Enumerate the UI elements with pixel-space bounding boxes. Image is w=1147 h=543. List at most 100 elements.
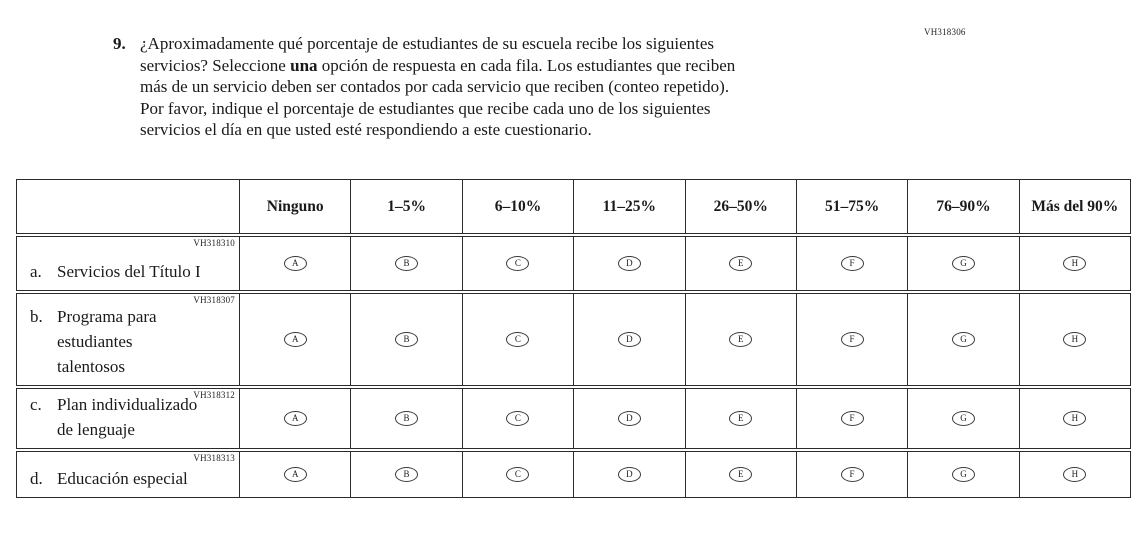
option-cell: E: [684, 237, 796, 290]
option-cell: B: [350, 237, 461, 290]
radio-option[interactable]: D: [617, 411, 641, 426]
radio-option[interactable]: H: [1063, 256, 1087, 271]
response-table: Ninguno 1–5% 6–10% 11–25% 26–50% 51–75% …: [16, 179, 1131, 498]
radio-option[interactable]: E: [729, 467, 753, 482]
option-cell: F: [795, 452, 907, 497]
question-number: 9.: [113, 34, 126, 53]
row-item-code: VH318313: [193, 453, 235, 463]
row-label-text: Plan individualizado de lenguaje: [57, 395, 198, 439]
option-cell: E: [684, 452, 796, 497]
question-block: 9. ¿Aproximadamente qué porcentaje de es…: [113, 33, 735, 141]
radio-option[interactable]: G: [951, 332, 975, 347]
table-row: VH318313 d. Educación especial A B C D E…: [16, 451, 1131, 498]
radio-option[interactable]: B: [395, 256, 419, 271]
row-label-prefix: d.: [30, 469, 43, 488]
radio-option[interactable]: C: [506, 467, 530, 482]
table-row: VH318310 a. Servicios del Título I A B C…: [16, 236, 1131, 291]
radio-option[interactable]: H: [1063, 467, 1087, 482]
option-cell: A: [239, 294, 350, 385]
radio-option[interactable]: D: [617, 256, 641, 271]
row-label: b. Programa para estudiantes talentosos: [30, 304, 235, 379]
option-cell: D: [573, 237, 684, 290]
column-header: Más del 90%: [1018, 180, 1130, 233]
radio-option[interactable]: A: [283, 256, 307, 271]
option-cell: H: [1018, 294, 1130, 385]
column-header: 6–10%: [461, 180, 573, 233]
question-line: Por favor, indique el porcentaje de estu…: [140, 98, 711, 118]
column-header: 1–5%: [350, 180, 461, 233]
option-cell: G: [907, 294, 1018, 385]
row-label-text: Programa para estudiantes talentosos: [57, 307, 157, 376]
radio-option[interactable]: F: [840, 467, 864, 482]
table-row: VH318307 b. Programa para estudiantes ta…: [16, 293, 1131, 386]
option-cell: C: [461, 452, 573, 497]
option-cell: D: [573, 389, 684, 448]
option-cell: H: [1018, 452, 1130, 497]
radio-option[interactable]: B: [395, 411, 419, 426]
question-form-code: VH318306: [924, 27, 966, 37]
row-label-prefix: c.: [30, 395, 42, 414]
column-header: Ninguno: [239, 180, 350, 233]
radio-option[interactable]: C: [506, 256, 530, 271]
column-header: 26–50%: [684, 180, 796, 233]
option-cell: H: [1018, 389, 1130, 448]
row-item-code: VH318310: [193, 238, 235, 248]
question-line: servicios el día en que usted esté respo…: [140, 120, 592, 139]
row-label: c. Plan individualizado de lenguaje: [30, 392, 235, 442]
table-row: VH318312 c. Plan individualizado de leng…: [16, 388, 1131, 449]
radio-option[interactable]: F: [840, 332, 864, 347]
radio-option[interactable]: C: [506, 411, 530, 426]
radio-option[interactable]: E: [729, 411, 753, 426]
row-label-text: Educación especial: [57, 469, 188, 488]
table-header-row: Ninguno 1–5% 6–10% 11–25% 26–50% 51–75% …: [16, 179, 1131, 234]
row-label-cell: VH318307 b. Programa para estudiantes ta…: [17, 294, 239, 385]
row-label-prefix: a.: [30, 262, 42, 281]
question-line: más de un servicio deben ser contados po…: [140, 77, 730, 96]
radio-option[interactable]: A: [283, 411, 307, 426]
row-label: d. Educación especial: [30, 466, 235, 491]
option-cell: G: [907, 237, 1018, 290]
radio-option[interactable]: B: [395, 332, 419, 347]
option-cell: H: [1018, 237, 1130, 290]
column-header: 76–90%: [907, 180, 1018, 233]
radio-option[interactable]: F: [840, 411, 864, 426]
option-cell: F: [795, 389, 907, 448]
question-line: servicios? Seleccione una opción de resp…: [140, 55, 736, 75]
radio-option[interactable]: A: [283, 332, 307, 347]
radio-option[interactable]: D: [617, 332, 641, 347]
row-label: a. Servicios del Título I: [30, 259, 235, 284]
radio-option[interactable]: D: [617, 467, 641, 482]
row-label-cell: VH318310 a. Servicios del Título I: [17, 237, 239, 290]
radio-option[interactable]: F: [840, 256, 864, 271]
header-empty-cell: [17, 180, 239, 233]
option-cell: A: [239, 237, 350, 290]
option-cell: B: [350, 389, 461, 448]
question-line: ¿Aproximadamente qué porcentaje de estud…: [140, 34, 715, 53]
option-cell: F: [795, 294, 907, 385]
column-header: 11–25%: [573, 180, 684, 233]
option-cell: C: [461, 389, 573, 448]
radio-option[interactable]: H: [1063, 332, 1087, 347]
row-label-text: Servicios del Título I: [57, 262, 201, 281]
radio-option[interactable]: B: [395, 467, 419, 482]
option-cell: F: [795, 237, 907, 290]
radio-option[interactable]: G: [951, 256, 975, 271]
option-cell: B: [350, 452, 461, 497]
column-header: 51–75%: [795, 180, 907, 233]
option-cell: C: [461, 237, 573, 290]
radio-option[interactable]: G: [951, 411, 975, 426]
option-cell: D: [573, 452, 684, 497]
radio-option[interactable]: C: [506, 332, 530, 347]
option-cell: G: [907, 389, 1018, 448]
row-label-cell: VH318312 c. Plan individualizado de leng…: [17, 389, 239, 448]
radio-option[interactable]: E: [729, 256, 753, 271]
row-item-code: VH318307: [193, 295, 235, 305]
row-label-prefix: b.: [30, 307, 43, 326]
radio-option[interactable]: H: [1063, 411, 1087, 426]
option-cell: A: [239, 389, 350, 448]
radio-option[interactable]: G: [951, 467, 975, 482]
radio-option[interactable]: E: [729, 332, 753, 347]
radio-option[interactable]: A: [283, 467, 307, 482]
row-label-cell: VH318313 d. Educación especial: [17, 452, 239, 497]
